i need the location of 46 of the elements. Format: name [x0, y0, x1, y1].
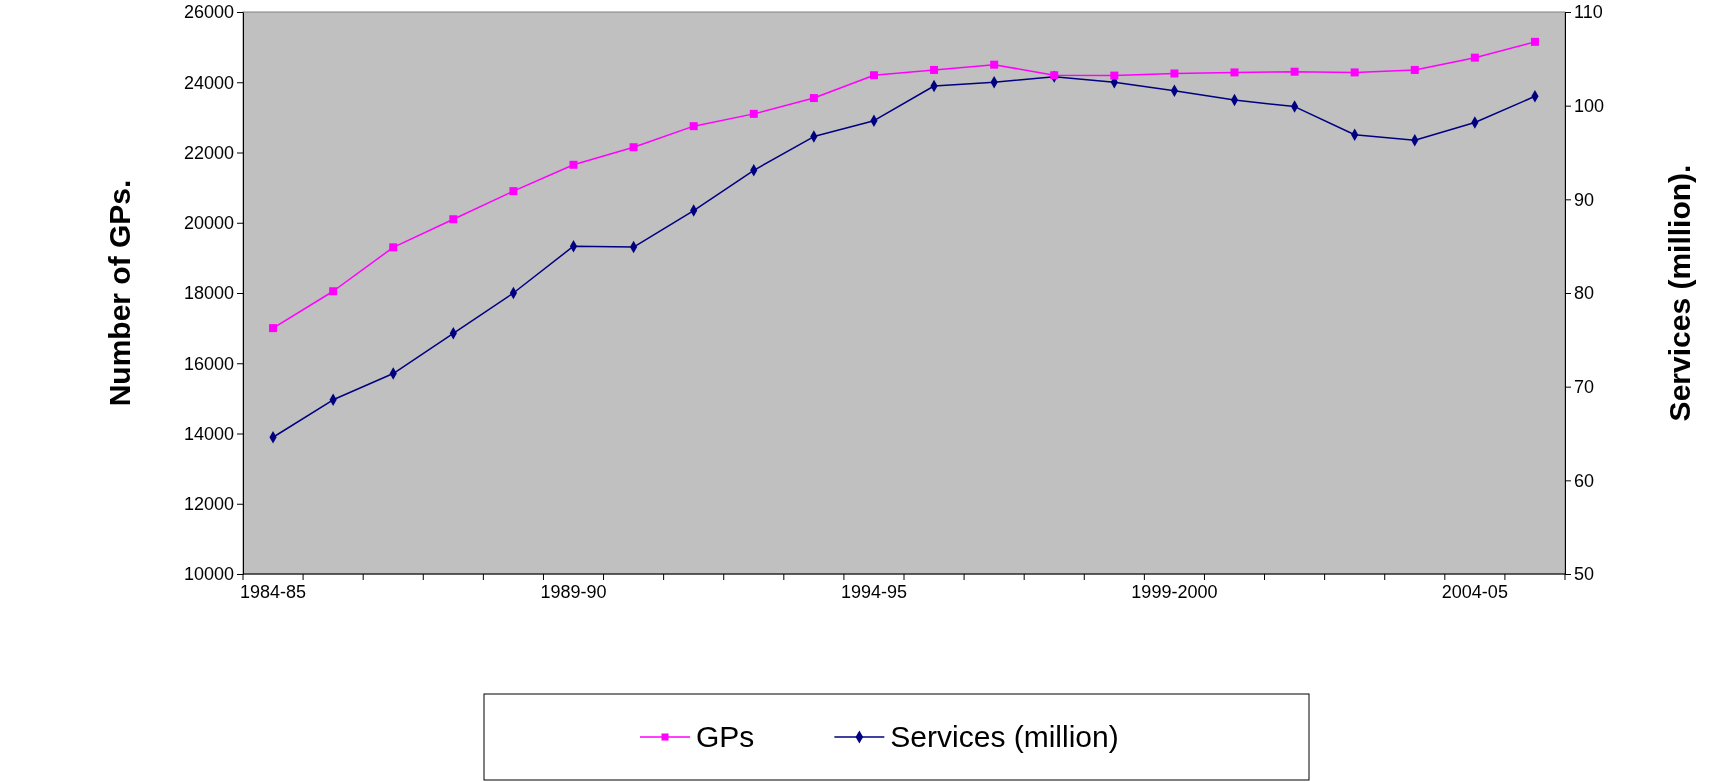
y-tick-label: 14000 [183, 423, 234, 444]
point [1230, 68, 1239, 77]
legend-label: GPs [696, 720, 755, 753]
y-axis-title: Number of GPs. [103, 179, 136, 407]
y2-tick-label: 50 [1574, 564, 1595, 585]
point [689, 122, 698, 131]
point [1170, 69, 1179, 78]
y-tick-label: 24000 [183, 72, 234, 93]
point [1110, 71, 1119, 80]
point [1290, 67, 1299, 76]
y-tick-label: 12000 [183, 494, 234, 515]
point [629, 143, 638, 152]
point [1410, 65, 1419, 74]
point [869, 71, 878, 80]
y-tick-label: 18000 [183, 283, 234, 304]
y-tick-label: 16000 [183, 353, 234, 374]
point [749, 109, 758, 118]
y2-tick-label: 60 [1574, 470, 1595, 491]
point [809, 94, 818, 103]
y2-tick-label: 80 [1574, 283, 1595, 304]
point [930, 65, 939, 74]
point [269, 324, 278, 333]
y2-tick-label: 90 [1574, 189, 1595, 210]
point [569, 160, 578, 169]
x-tick-label: 2004-05 [1441, 582, 1508, 602]
point [1530, 37, 1539, 46]
point [449, 215, 458, 224]
y-tick-label: 20000 [183, 213, 234, 234]
x-tick-label: 1984-85 [240, 582, 307, 602]
y-tick-label: 26000 [183, 2, 234, 23]
y-tick-label: 10000 [183, 564, 234, 585]
x-tick-label: 1999-2000 [1131, 582, 1218, 602]
y-tick-label: 22000 [183, 142, 234, 163]
y2-axis-title: Services (million). [1663, 164, 1696, 422]
x-tick-label: 1989-90 [540, 582, 607, 602]
point [1470, 53, 1479, 62]
y2-tick-label: 100 [1574, 95, 1605, 116]
point [1350, 68, 1359, 77]
y2-tick-label: 70 [1574, 376, 1595, 397]
point [990, 60, 999, 69]
legend-label: Services (million) [890, 720, 1119, 753]
x-tick-label: 1994-95 [840, 582, 907, 602]
y2-tick-label: 110 [1574, 2, 1603, 23]
point [389, 243, 398, 252]
point [329, 287, 338, 296]
point [509, 187, 518, 196]
